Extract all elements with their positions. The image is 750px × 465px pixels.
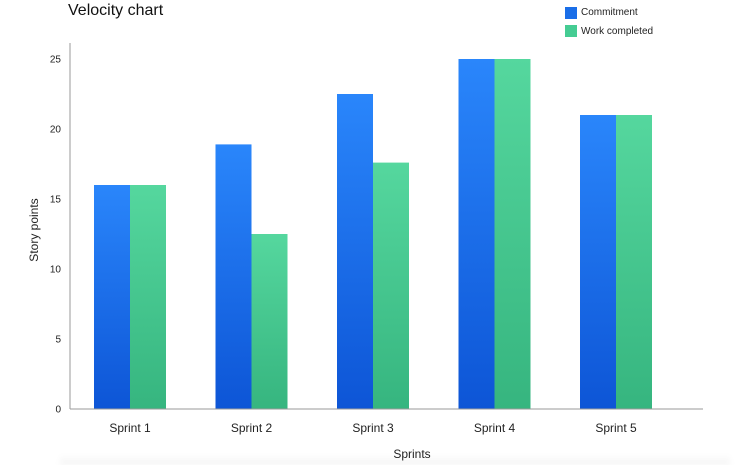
bar-work-completed-sprint-3[interactable] [373, 162, 409, 409]
bar-work-completed-sprint-2[interactable] [251, 234, 288, 409]
chart-title: Velocity chart [68, 2, 164, 19]
legend-label-commitment: Commitment [581, 7, 638, 18]
bar-commitment-sprint-4[interactable] [458, 59, 495, 409]
x-tick-label-sprint-2: Sprint 2 [231, 421, 273, 435]
legend-swatch-work-completed [565, 25, 577, 37]
x-tick-label-sprint-4: Sprint 4 [474, 421, 516, 435]
legend-swatch-commitment [565, 6, 577, 19]
y-tick-label: 25 [50, 55, 62, 66]
x-tick-label-sprint-5: Sprint 5 [595, 421, 637, 435]
legend: Commitment Work completed [565, 5, 653, 42]
bar-work-completed-sprint-5[interactable] [616, 115, 652, 409]
x-tick-label-sprint-3: Sprint 3 [352, 421, 394, 435]
y-tick-label: 0 [55, 405, 61, 416]
bar-commitment-sprint-3[interactable] [337, 94, 373, 409]
legend-item-commitment[interactable]: Commitment [565, 5, 653, 20]
y-tick-label: 15 [50, 195, 62, 206]
bar-work-completed-sprint-1[interactable] [130, 185, 166, 409]
x-axis-label: Sprints [393, 447, 430, 461]
bottom-shadow [60, 455, 730, 465]
x-tick-label-sprint-1: Sprint 1 [109, 421, 151, 435]
y-tick-label: 5 [55, 335, 61, 346]
bar-commitment-sprint-5[interactable] [580, 115, 616, 409]
bar-commitment-sprint-2[interactable] [215, 144, 252, 409]
bar-commitment-sprint-1[interactable] [94, 185, 130, 409]
y-axis-label: Story points [27, 198, 41, 261]
y-tick-label: 20 [50, 125, 62, 136]
legend-label-work-completed: Work completed [581, 25, 654, 37]
legend-item-work-completed[interactable]: Work completed [565, 24, 653, 39]
bar-work-completed-sprint-4[interactable] [494, 59, 531, 409]
y-tick-label: 10 [50, 265, 62, 276]
